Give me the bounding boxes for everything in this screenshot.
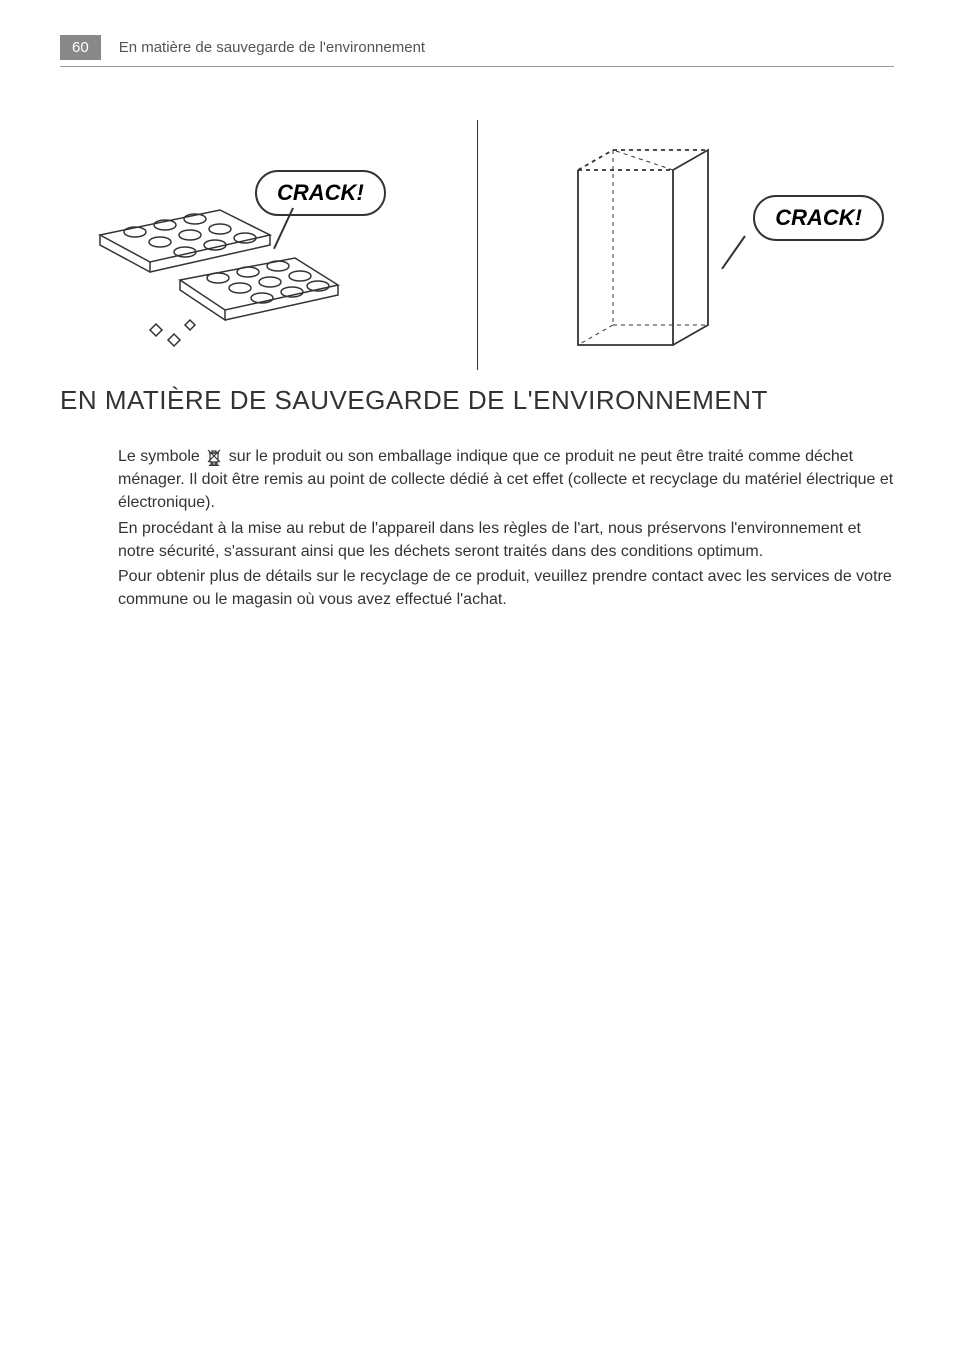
paragraph-1: Le symbole sur le produit ou son emballa… [118,445,894,515]
body-text: Le symbole sur le produit ou son emballa… [118,445,894,613]
illustration-box: CRACK! [478,120,895,370]
section-heading: EN MATIÈRE DE SAUVEGARDE DE L'ENVIRONNEM… [60,385,768,416]
illustrations-row: CRACK! CRACK! [60,120,894,370]
para1-after: sur le produit ou son emballage indique … [118,448,893,511]
page-header: 60 En matière de sauvegarde de l'environ… [60,35,894,67]
speech-bubble-right: CRACK! [753,195,884,241]
page-number: 60 [60,35,101,60]
paragraph-3: Pour obtenir plus de détails sur le recy… [118,565,894,611]
paragraph-2: En procédant à la mise au rebut de l'app… [118,517,894,563]
weee-bin-icon [206,448,222,466]
header-title: En matière de sauvegarde de l'environnem… [119,39,425,56]
box-icon [568,130,728,360]
illustration-ice-tray: CRACK! [60,120,478,370]
para1-before: Le symbole [118,448,204,465]
speech-bubble-left: CRACK! [255,170,386,216]
